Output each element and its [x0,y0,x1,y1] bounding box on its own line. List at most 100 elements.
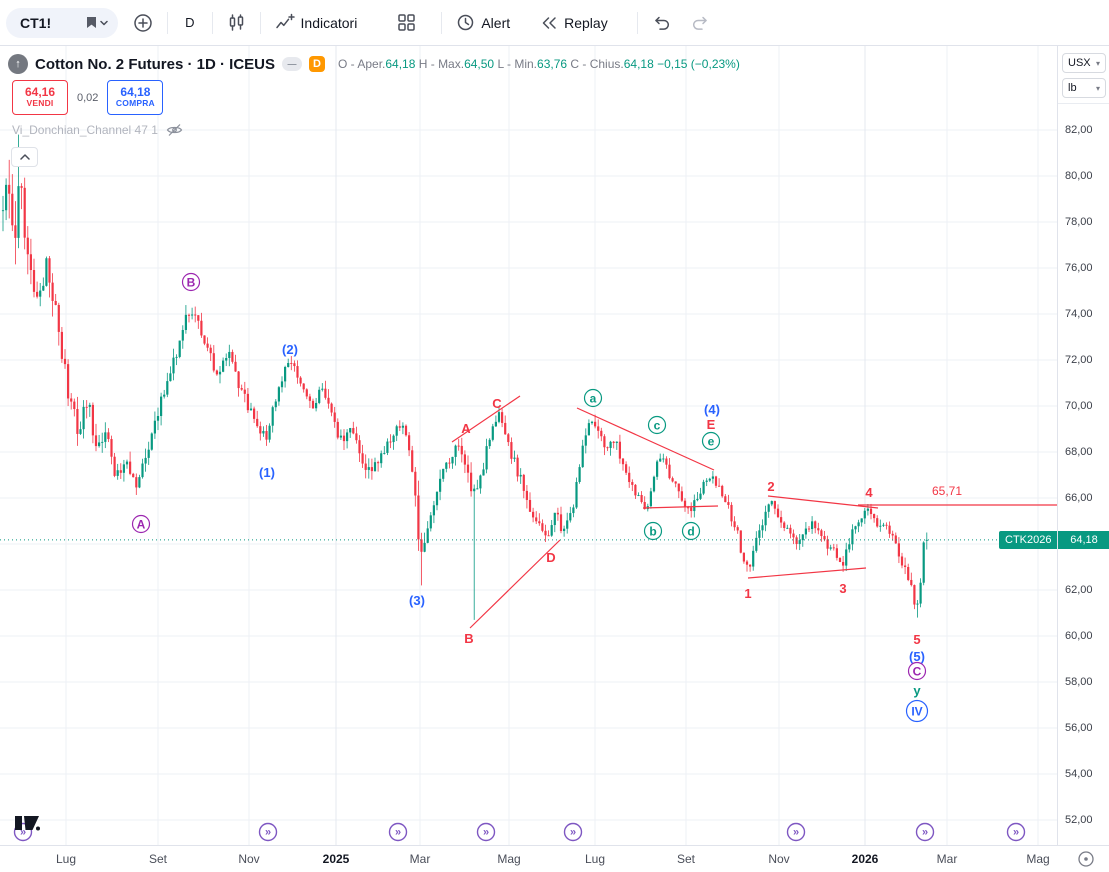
measure-unit-select[interactable]: lb ▾ [1062,78,1106,98]
wave-label[interactable]: 1 [744,586,751,601]
go-to-date-button[interactable] [1077,850,1095,871]
wave-label-circle [131,514,151,534]
wave-label[interactable]: (1) [259,465,275,480]
undo-button[interactable] [643,6,681,40]
wave-label[interactable]: IV [911,705,922,719]
replay-button[interactable]: Replay [531,6,617,40]
add-symbol-button[interactable] [124,6,162,40]
measure-unit-label: lb [1068,82,1077,94]
ohlc-label: C - Chius. [570,57,624,71]
chart-pane[interactable]: 65,71 A B (1) (2) (3) (4) (5) IV A B C D E 1 2 3 4 5 a b c d e y… [0,46,1057,845]
target-icon [1078,851,1094,867]
jump-marker[interactable] [476,822,496,842]
currency-unit-select[interactable]: USX ▾ [1062,53,1106,73]
price-axis-label: 52,00 [1065,814,1093,826]
buy-button[interactable]: 64,18 COMPRA [107,80,164,115]
time-axis-label: Mar [936,852,958,866]
ohlc-value: 64,18 [385,57,419,71]
ohlc-value: 64,18 [623,57,658,71]
last-price-badge: 64,18 [1058,530,1109,549]
time-axis-label: Set [676,852,696,866]
redo-arrow-icon [692,16,707,30]
wave-label[interactable]: (5) [909,649,925,664]
chart-style-button[interactable] [218,6,255,40]
indicators-icon [275,13,295,29]
trade-buttons: 64,16 VENDI 0,02 64,18 COMPRA [12,80,164,115]
jump-marker[interactable] [915,822,935,842]
indicators-button[interactable]: Indicatori [266,6,367,40]
jump-marker[interactable] [563,822,583,842]
time-axis-label: 2025 [322,852,350,866]
price-axis[interactable]: USX ▾ lb ▾ 82,00 80,00 78,00 76,00 74,00 72,0… [1057,46,1109,845]
wave-label[interactable]: B [187,276,196,290]
wave-label[interactable]: E [707,417,716,432]
time-axis-label: Nov [768,852,790,866]
symbol-search-box[interactable]: CT1! [6,7,119,38]
price-axis-label: 74,00 [1065,308,1093,320]
indicator-name[interactable]: Vi_Donchian_Channel 47 1 [12,123,158,137]
market-status-icon: — [282,57,302,71]
alert-button[interactable]: Alert [447,6,519,40]
wave-label[interactable]: A [137,518,146,532]
wave-label[interactable]: D [546,550,555,565]
ohlc-label: L - Min. [497,57,538,71]
wave-label[interactable]: e [708,435,715,449]
price-axis-label: 70,00 [1065,400,1093,412]
wave-label-circle [701,431,721,451]
eye-off-icon[interactable] [166,123,183,137]
wave-label[interactable]: 3 [839,581,846,596]
wave-label[interactable]: d [687,525,694,539]
grid-lines [0,46,1057,845]
wave-label[interactable]: (3) [409,593,425,608]
tradingview-logo[interactable] [14,812,41,837]
wave-label[interactable]: C [492,396,502,411]
jump-marker[interactable] [1006,822,1026,842]
wave-label[interactable]: B [464,631,473,646]
wave-label-circle [907,661,927,681]
delayed-data-badge[interactable]: D [309,56,325,72]
wave-label[interactable]: 4 [865,485,873,500]
fast-forward-icon: » [922,827,928,839]
price-axis-label: 82,00 [1065,124,1093,136]
wave-label[interactable]: b [649,525,656,539]
chart-title[interactable]: Cotton No. 2 Futures · 1D · ICEUS [35,55,275,73]
interval-button[interactable]: D [185,15,195,30]
collapse-legend-button[interactable] [11,147,38,167]
toolbar-separator [211,11,213,34]
redo-button[interactable] [681,6,719,40]
wave-label[interactable]: (4) [704,402,720,417]
jump-marker[interactable] [258,822,278,842]
top-toolbar: CT1! D Indicator [0,0,1109,46]
layout-grid-button[interactable] [388,6,425,40]
time-axis-label: Set [148,852,168,866]
price-axis-label: 68,00 [1065,446,1093,458]
wave-label[interactable]: (2) [282,342,298,357]
wave-label[interactable]: 5 [913,632,920,647]
flag-symbol-button[interactable] [85,16,108,30]
alert-clock-icon [458,14,474,31]
price-axis-label: 72,00 [1065,354,1093,366]
price-axis-label: 62,00 [1065,584,1093,596]
wave-label[interactable]: A [461,421,471,436]
wave-label[interactable]: y [913,683,921,698]
symbol-name[interactable]: CT1! [20,14,52,31]
wave-label[interactable]: 2 [767,479,774,494]
jump-marker[interactable] [388,822,408,842]
ohlc-value: 64,50 [464,57,498,71]
contract-label-badge: CTK2026 [999,530,1058,549]
time-axis[interactable]: Lug Set Nov 2025 Mar Mag Lug Set Nov 2026 Mar Mag [0,845,1109,872]
jump-marker[interactable] [786,822,806,842]
price-axis-label: 56,00 [1065,722,1093,734]
price-axis-label: 76,00 [1065,262,1093,274]
timeline-markers[interactable]: » » » » » » » » [13,822,1026,842]
wave-label[interactable]: c [654,419,661,433]
indicator-legend[interactable]: Vi_Donchian_Channel 47 1 [12,123,183,137]
trendlines[interactable]: 65,71 [451,395,1057,629]
wave-label-circle [583,388,603,408]
price-axis-label: 54,00 [1065,768,1093,780]
sell-button[interactable]: 64,16 VENDI [12,80,68,115]
wave-label[interactable]: a [590,392,597,406]
wave-label[interactable]: C [913,665,922,679]
